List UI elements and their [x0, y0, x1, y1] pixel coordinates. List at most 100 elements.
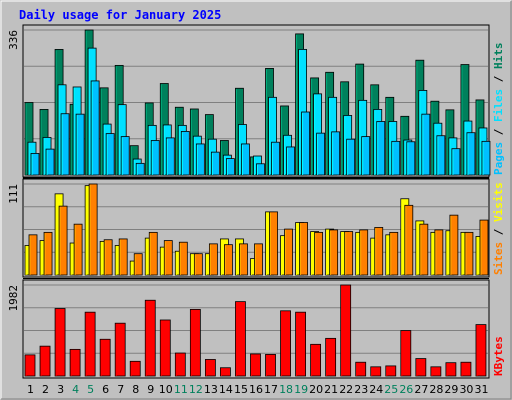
x-tick-label-day-27: 27: [414, 383, 428, 396]
bar-pages-day-14-fill: [226, 158, 235, 176]
bar-sites-day-15-fill: [239, 243, 248, 276]
bar-pages-day-5: [90, 80, 100, 176]
x-tick-label-day-5: 5: [87, 383, 94, 396]
bar-sites-day-10-fill: [163, 240, 173, 276]
bar-pages-day-26-fill: [406, 141, 416, 176]
bar-sites-day-7-fill: [118, 238, 128, 276]
bar-pages-day-20: [316, 132, 326, 176]
bar-sites-day-3: [58, 205, 68, 276]
bar-kbytes-day-11-fill: [174, 352, 186, 377]
bar-kbytes-day-27: [415, 358, 427, 377]
bar-pages-day-6: [105, 133, 115, 176]
bar-kbytes-day-12: [189, 309, 201, 377]
side-legend: Pages / Files / Hits: [492, 43, 505, 176]
legend-part: Files: [492, 89, 505, 122]
bar-kbytes-day-22: [340, 284, 352, 377]
x-axis-labels: 1 2 3 4 5 6 7 8 9 10 11 12 13 14 15 16 17 18 19 20 21 22 23 24 2…: [27, 383, 488, 396]
bar-kbytes-day-23: [355, 361, 367, 377]
bar-sites-day-7: [118, 238, 128, 276]
bar-kbytes-day-25: [385, 365, 397, 377]
x-tick-label-day-3: 3: [57, 383, 64, 396]
bar-sites-day-17: [269, 211, 278, 276]
bar-kbytes-day-9: [144, 299, 156, 377]
bar-sites-day-26: [404, 204, 414, 276]
bar-pages-day-10-fill: [165, 137, 175, 176]
chart-panels: 336 Pages / Files / Hits 111 Sites / Visits…: [7, 24, 505, 379]
bar-sites-day-29: [449, 214, 459, 276]
bar-sites-day-15: [239, 243, 248, 276]
bar-sites-day-29-fill: [449, 214, 459, 276]
bar-sites-day-31: [479, 219, 489, 276]
bar-kbytes-day-21: [325, 337, 337, 377]
bar-pages-day-15-fill: [241, 143, 250, 176]
bar-pages-day-29: [451, 148, 461, 176]
x-tick-label-day-10: 10: [159, 383, 173, 396]
bar-kbytes-day-31: [475, 324, 487, 377]
bar-pages-day-8-fill: [135, 162, 145, 176]
panel-hits-files-pages: 336 Pages / Files / Hits: [7, 24, 505, 179]
bar-sites-day-26-fill: [404, 204, 414, 276]
bar-pages-day-28: [436, 135, 446, 176]
x-tick-label-day-16: 16: [249, 383, 263, 396]
bar-kbytes-day-29: [445, 362, 457, 377]
bar-kbytes-day-17-fill: [265, 354, 276, 377]
bar-kbytes-day-11: [174, 352, 186, 377]
bar-kbytes-day-7-fill: [114, 322, 126, 377]
panel-visits-sites: 111 Sites / Visits: [7, 178, 505, 279]
bar-kbytes-day-21-fill: [325, 337, 337, 377]
bar-kbytes-day-27-fill: [415, 358, 427, 377]
bar-pages-day-9-fill: [150, 140, 160, 176]
bar-pages-day-30-fill: [466, 132, 476, 176]
bar-pages-day-17: [271, 141, 280, 176]
bar-sites-day-11-fill: [178, 241, 188, 276]
bar-kbytes-day-6: [99, 338, 111, 377]
bar-kbytes-day-26: [400, 330, 412, 377]
bar-sites-day-23: [359, 229, 369, 276]
legend-part: KBytes: [492, 336, 505, 376]
bar-kbytes-day-22-fill: [340, 284, 352, 377]
bar-sites-day-30: [464, 231, 474, 276]
bar-kbytes-day-1-fill: [24, 354, 36, 377]
bar-kbytes-day-14: [220, 367, 231, 377]
bar-pages-day-4-fill: [75, 113, 85, 176]
bar-sites-day-14: [224, 244, 233, 276]
y-max-label: 111: [7, 184, 20, 204]
bar-pages-day-26: [406, 141, 416, 176]
bar-kbytes-day-18-fill: [280, 310, 291, 377]
bar-pages-day-14: [226, 158, 235, 176]
bar-sites-day-20-fill: [314, 231, 324, 276]
bar-kbytes-day-25-fill: [385, 365, 397, 377]
bar-pages-day-18-fill: [286, 146, 295, 176]
bar-sites-day-14-fill: [224, 244, 233, 276]
bar-kbytes-day-6-fill: [99, 338, 111, 377]
x-tick-label-day-7: 7: [117, 383, 124, 396]
bar-pages-day-22-fill: [346, 138, 356, 176]
bar-sites-day-30-fill: [464, 231, 474, 276]
bar-pages-day-24: [376, 121, 386, 176]
y-max-label: 336: [7, 30, 20, 50]
bar-kbytes-day-8-fill: [129, 360, 141, 377]
bar-sites-day-22-fill: [344, 231, 354, 276]
bar-pages-day-19-fill: [301, 111, 310, 176]
bar-pages-day-23-fill: [361, 136, 371, 176]
bar-kbytes-day-30: [460, 361, 472, 377]
bar-kbytes-day-28-fill: [430, 366, 442, 377]
y-max-label: 1982: [7, 285, 20, 312]
bar-pages-day-21: [331, 131, 341, 176]
bar-pages-day-25-fill: [391, 140, 401, 176]
bar-pages-day-18: [286, 146, 295, 176]
x-tick-label-day-17: 17: [264, 383, 278, 396]
side-legend: KBytes: [492, 336, 505, 376]
x-tick-label-day-23: 23: [354, 383, 368, 396]
bar-pages-day-1: [30, 153, 40, 176]
legend-part: Sites: [492, 242, 505, 275]
bar-kbytes-day-18: [280, 310, 291, 377]
x-tick-label-day-26: 26: [399, 383, 413, 396]
bar-pages-day-23: [361, 136, 371, 176]
bar-pages-day-22: [346, 138, 356, 176]
bar-pages-day-5-fill: [90, 80, 100, 176]
bar-sites-day-24-fill: [374, 227, 384, 276]
legend-part: /: [492, 222, 505, 242]
bar-pages-day-24-fill: [376, 121, 386, 176]
